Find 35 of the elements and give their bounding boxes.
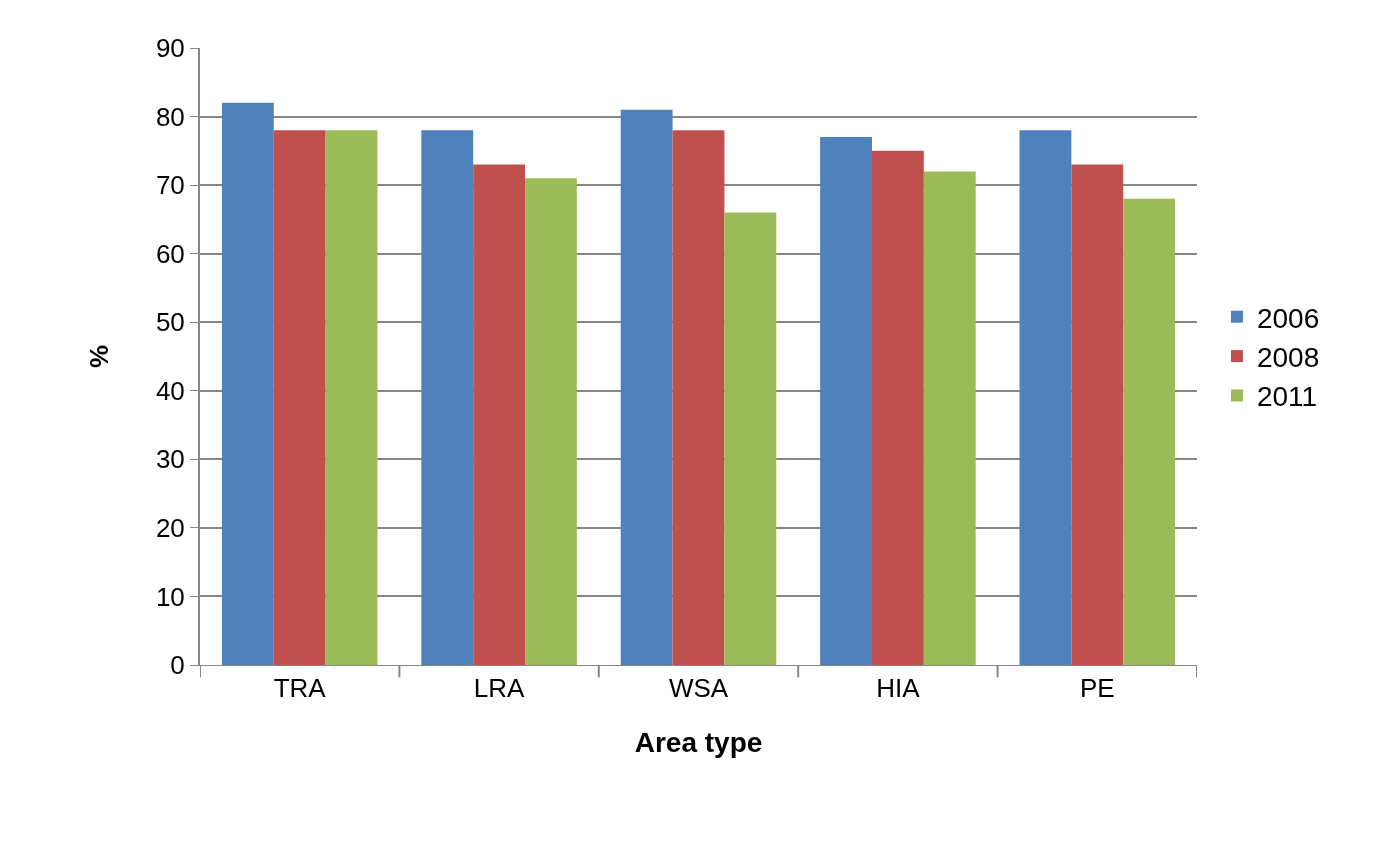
x-tick-label: HIA <box>876 673 921 704</box>
legend-label: 2011 <box>1256 381 1318 413</box>
bar <box>421 130 474 665</box>
bar <box>871 150 924 665</box>
bar <box>325 130 378 665</box>
bar <box>525 178 577 665</box>
x-tick-label: LRA <box>473 673 526 704</box>
y-tick-label: 70 <box>155 170 185 201</box>
y-tick-label: 30 <box>155 444 185 475</box>
bar <box>1071 164 1124 665</box>
legend-label: 2008 <box>1256 342 1320 374</box>
y-tick-label: 0 <box>170 650 185 681</box>
bar <box>672 130 725 665</box>
y-tick-label: 80 <box>155 101 185 132</box>
y-tick-label: 90 <box>155 33 185 64</box>
y-tick-label: 50 <box>155 307 185 338</box>
y-tick-label: 20 <box>155 512 185 543</box>
bar <box>1019 130 1072 665</box>
bar <box>273 130 326 665</box>
bar <box>473 164 526 665</box>
y-axis-title: % <box>83 344 114 369</box>
bar <box>1123 198 1176 665</box>
x-axis-title: Area type <box>634 727 763 759</box>
y-tick-label: 40 <box>155 375 185 406</box>
y-tick-label: 60 <box>155 238 185 269</box>
bar <box>724 212 777 665</box>
bar <box>620 109 673 665</box>
x-tick-label: WSA <box>668 673 729 704</box>
y-tick-label: 10 <box>155 581 185 612</box>
bar <box>221 102 274 665</box>
x-tick-label: PE <box>1079 673 1115 704</box>
legend-label: 2006 <box>1256 302 1320 334</box>
bar <box>923 171 976 665</box>
x-tick-label: TRA <box>273 673 327 704</box>
bar <box>820 137 872 665</box>
